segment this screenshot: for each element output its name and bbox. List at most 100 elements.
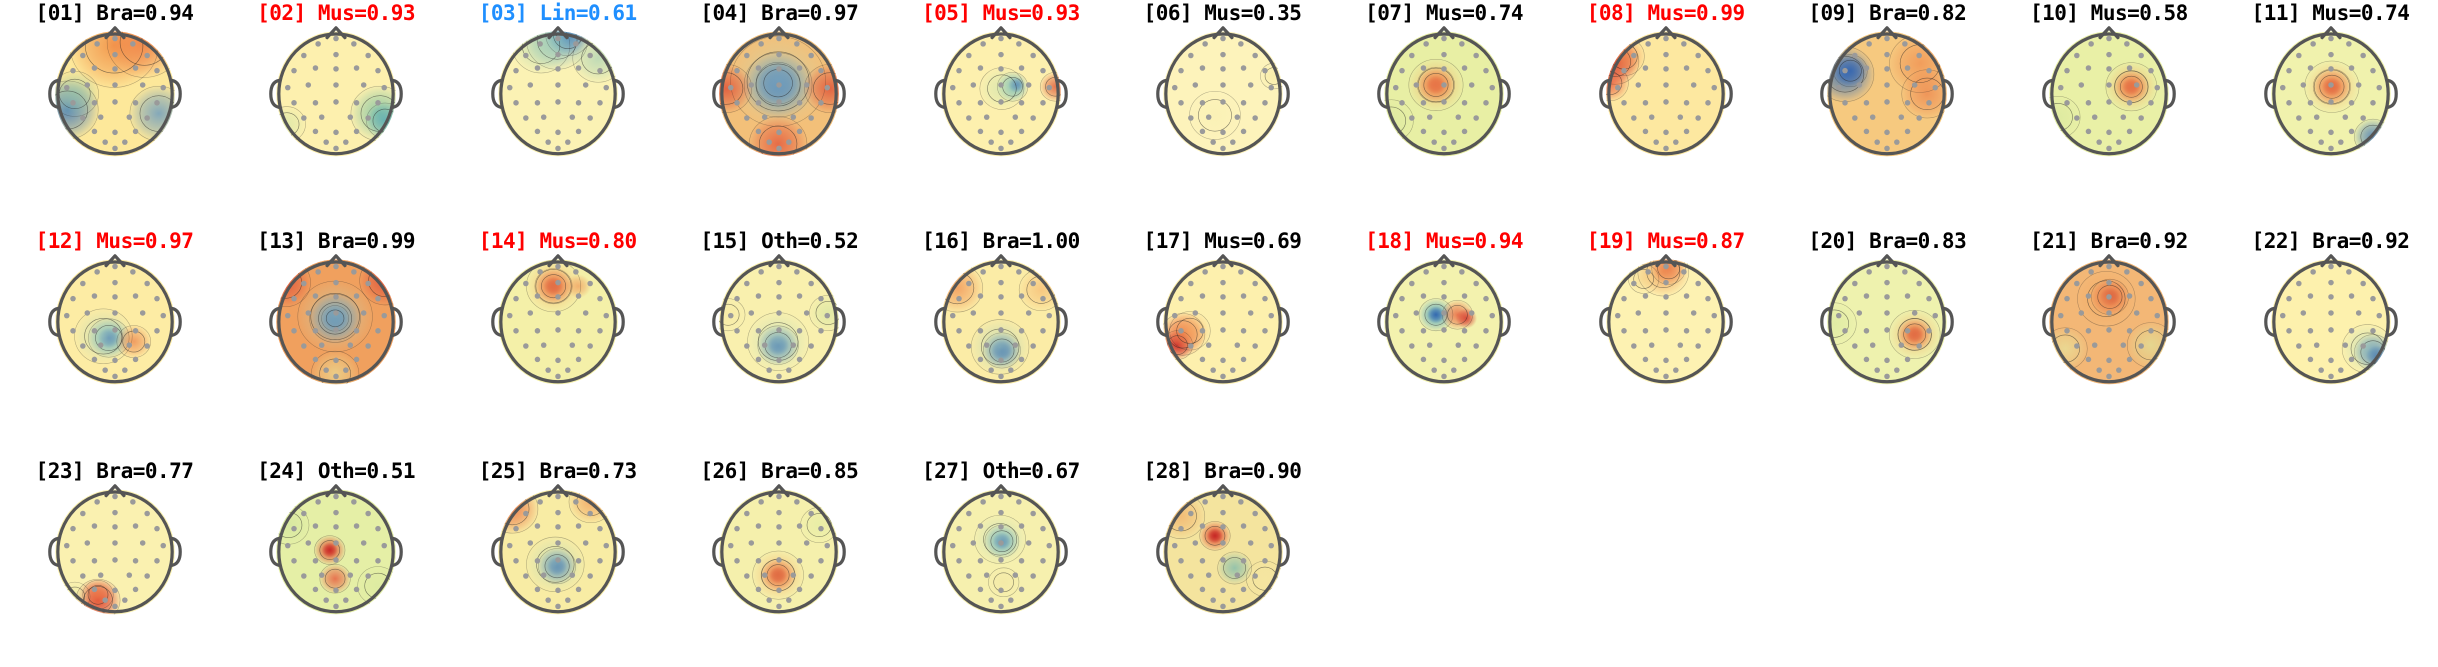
ica-component-26[interactable]: [26] Bra=0.85: [669, 458, 890, 618]
topomap-container[interactable]: [1334, 26, 1555, 160]
component-index: [11]: [2251, 1, 2301, 25]
topomap-scalp-14: [490, 254, 625, 385]
topomap-container[interactable]: [1112, 254, 1333, 388]
ica-component-07[interactable]: [07] Mus=0.74: [1334, 0, 1555, 160]
component-index: [01]: [35, 1, 85, 25]
component-title: [02] Mus=0.93: [226, 0, 447, 26]
component-title: [11] Mus=0.74: [2220, 0, 2438, 26]
component-title: [07] Mus=0.74: [1334, 0, 1555, 26]
ica-component-01[interactable]: [01] Bra=0.94: [4, 0, 225, 160]
ica-component-27[interactable]: [27] Oth=0.67: [890, 458, 1111, 618]
topomap-container[interactable]: [1555, 26, 1776, 160]
topomap-container[interactable]: [447, 484, 668, 618]
ica-component-06[interactable]: [06] Mus=0.35: [1112, 0, 1333, 160]
topomap-container[interactable]: [1334, 254, 1555, 388]
topomap-scalp-5: [934, 26, 1068, 157]
ica-component-02[interactable]: [02] Mus=0.93: [226, 0, 447, 160]
ica-component-11[interactable]: [11] Mus=0.74: [2220, 0, 2438, 160]
component-score-label: Bra=0.92: [2312, 229, 2410, 253]
topomap-container[interactable]: [1112, 484, 1333, 618]
component-score-label: Bra=0.77: [96, 459, 194, 483]
ica-component-04[interactable]: [04] Bra=0.97: [669, 0, 890, 160]
ica-component-20[interactable]: [20] Bra=0.83: [1777, 228, 1998, 388]
component-title: [16] Bra=1.00: [890, 228, 1111, 254]
topomap-scalp-22: [2263, 254, 2398, 385]
ica-component-25[interactable]: [25] Bra=0.73: [447, 458, 668, 618]
component-title: [13] Bra=0.99: [226, 228, 447, 254]
ica-component-24[interactable]: [24] Oth=0.51: [226, 458, 447, 618]
component-title: [06] Mus=0.35: [1112, 0, 1333, 26]
topomap-container[interactable]: [1112, 26, 1333, 160]
ica-component-15[interactable]: [15] Oth=0.52: [669, 228, 890, 388]
ica-component-16[interactable]: [16] Bra=1.00: [890, 228, 1111, 388]
topomap-scalp-24: [269, 484, 403, 615]
topomap-container[interactable]: [890, 26, 1111, 160]
component-title: [17] Mus=0.69: [1112, 228, 1333, 254]
topomap-container[interactable]: [669, 26, 890, 160]
topomap-scalp-28: [1155, 484, 1290, 615]
component-score-label: Mus=0.97: [96, 229, 194, 253]
topomap-container[interactable]: [1777, 254, 1998, 388]
component-score-label: Bra=1.00: [982, 229, 1081, 253]
ica-component-21[interactable]: [21] Bra=0.92: [1998, 228, 2219, 388]
topomap-container[interactable]: [669, 484, 890, 618]
component-index: [19]: [1586, 229, 1636, 253]
topomap-container[interactable]: [1998, 26, 2219, 160]
topomap-container[interactable]: [226, 26, 447, 160]
topomap-scalp-26: [712, 484, 847, 615]
component-score-label: Oth=0.52: [761, 229, 859, 253]
component-score-label: Lin=0.61: [539, 1, 637, 25]
ica-component-13[interactable]: [13] Bra=0.99: [226, 228, 447, 388]
topomap-container[interactable]: [4, 26, 225, 160]
component-index: [08]: [1586, 1, 1636, 25]
ica-component-23[interactable]: [23] Bra=0.77: [4, 458, 225, 618]
component-index: [16]: [921, 229, 971, 253]
topomap-scalp-27: [934, 484, 1068, 615]
component-title: [09] Bra=0.82: [1777, 0, 1998, 26]
topomap-scalp-23: [47, 484, 182, 615]
component-index: [20]: [1808, 229, 1857, 253]
ica-component-09[interactable]: [09] Bra=0.82: [1777, 0, 1998, 160]
topomap-container[interactable]: [447, 254, 668, 388]
component-index: [09]: [1808, 1, 1857, 25]
component-score-label: Mus=0.93: [982, 1, 1081, 25]
topomap-container[interactable]: [447, 26, 668, 160]
ica-component-05[interactable]: [05] Mus=0.93: [890, 0, 1111, 160]
ica-component-19[interactable]: [19] Mus=0.87: [1555, 228, 1776, 388]
topomap-scalp-8: [1598, 26, 1733, 157]
component-index: [26]: [700, 459, 749, 483]
topomap-container[interactable]: [1777, 26, 1998, 160]
ica-component-18[interactable]: [18] Mus=0.94: [1334, 228, 1555, 388]
topomap-scalp-18: [1377, 254, 1511, 385]
topomap-container[interactable]: [2220, 254, 2438, 388]
component-index: [07]: [1365, 1, 1414, 25]
topomap-container[interactable]: [890, 484, 1111, 618]
topomap-scalp-15: [712, 254, 847, 385]
topomap-scalp-2: [269, 26, 403, 157]
topomap-container[interactable]: [4, 254, 225, 388]
ica-component-10[interactable]: [10] Mus=0.58: [1998, 0, 2219, 160]
topomap-scalp-16: [934, 254, 1068, 385]
topomap-container[interactable]: [890, 254, 1111, 388]
topomap-container[interactable]: [1555, 254, 1776, 388]
component-score-label: Mus=0.74: [2312, 1, 2410, 25]
topomap-container[interactable]: [2220, 26, 2438, 160]
topomap-scalp-3: [490, 26, 625, 157]
topomap-container[interactable]: [226, 484, 447, 618]
ica-component-17[interactable]: [17] Mus=0.69: [1112, 228, 1333, 388]
ica-component-14[interactable]: [14] Mus=0.80: [447, 228, 668, 388]
component-title: [10] Mus=0.58: [1998, 0, 2219, 26]
component-title: [14] Mus=0.80: [447, 228, 668, 254]
topomap-container[interactable]: [1998, 254, 2219, 388]
ica-component-03[interactable]: [03] Lin=0.61: [447, 0, 668, 160]
topomap-container[interactable]: [226, 254, 447, 388]
ica-component-22[interactable]: [22] Bra=0.92: [2220, 228, 2438, 388]
ica-component-08[interactable]: [08] Mus=0.99: [1555, 0, 1776, 160]
topomap-container[interactable]: [4, 484, 225, 618]
component-score-label: Bra=0.85: [761, 459, 859, 483]
topomap-scalp-9: [1820, 26, 1955, 157]
ica-component-28[interactable]: [28] Bra=0.90: [1112, 458, 1333, 618]
topomap-scalp-21: [2042, 254, 2176, 385]
ica-component-12[interactable]: [12] Mus=0.97: [4, 228, 225, 388]
topomap-container[interactable]: [669, 254, 890, 388]
